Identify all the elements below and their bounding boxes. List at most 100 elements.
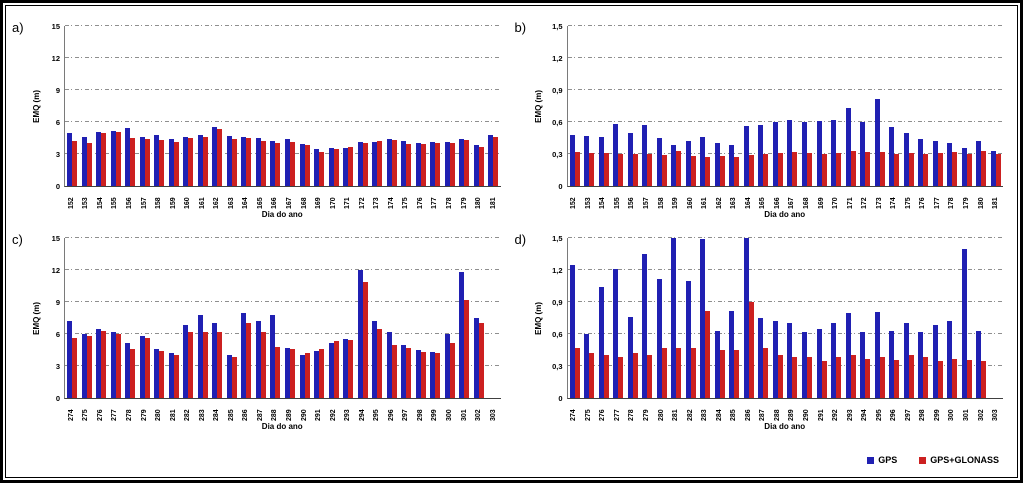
bar-gps xyxy=(183,325,189,398)
bar-group xyxy=(771,238,786,398)
bar-group xyxy=(399,238,414,398)
bar-group xyxy=(225,26,240,186)
bar-group xyxy=(152,238,167,398)
bar-gps-glonass xyxy=(377,141,383,186)
bar-gps-glonass xyxy=(763,154,769,186)
bar-gps-glonass xyxy=(618,357,624,398)
chart-a: a) EMQ (m) 0 3 6 9 12 15 152 153 154 155 156 157 15… xyxy=(8,10,511,222)
bar-gps-glonass xyxy=(72,141,78,186)
bar-gps-glonass xyxy=(807,357,812,398)
bar-gps-glonass xyxy=(748,155,754,186)
bar-group xyxy=(210,238,225,398)
bar-group xyxy=(872,238,887,398)
x-tick-label: 170 xyxy=(326,187,341,209)
bar-group xyxy=(568,238,583,398)
x-tick-label-text: 283 xyxy=(198,409,206,421)
x-tick-label: 153 xyxy=(581,187,596,209)
bar-gps-glonass xyxy=(275,346,281,398)
bar-group xyxy=(196,238,211,398)
x-tick-label-text: 293 xyxy=(344,409,352,421)
bar-gps-glonass xyxy=(734,350,740,398)
bar-group xyxy=(742,238,757,398)
x-tick-label: 297 xyxy=(399,399,414,421)
bar-gps xyxy=(444,142,450,186)
x-tick-label-text: 289 xyxy=(285,409,293,421)
bar-gps xyxy=(802,122,807,186)
panel-label-d: d) xyxy=(514,232,527,247)
x-tick-label-text: 174 xyxy=(387,197,395,209)
x-tick-label-text: 169 xyxy=(817,197,825,209)
x-tick-label: 160 xyxy=(683,187,698,209)
x-tick-label-text: 275 xyxy=(82,409,90,421)
bar-gps-glonass xyxy=(777,355,783,398)
bar-gps xyxy=(569,134,575,186)
bar-group xyxy=(800,26,815,186)
bar-group xyxy=(829,238,844,398)
bar-group xyxy=(268,238,283,398)
x-tick-label: 173 xyxy=(872,187,887,209)
gps-glonass-swatch-icon xyxy=(919,456,927,464)
bar-gps-glonass xyxy=(391,140,397,186)
legend: GPS GPS+GLONASS xyxy=(867,455,999,465)
bar-gps xyxy=(671,238,677,398)
x-tick-label-text: 162 xyxy=(715,197,723,209)
x-tick-label-text: 287 xyxy=(256,409,264,421)
bar-group xyxy=(370,26,385,186)
panel-label-a: a) xyxy=(12,20,24,35)
y-tick-label: 6 xyxy=(55,117,60,127)
bar-gps-glonass xyxy=(289,142,295,186)
bar-group xyxy=(181,26,196,186)
x-axis-ticks: 274 275 276 277 278 279 280 281 282 283 284 285 286 2… xyxy=(567,399,1004,421)
bar-group xyxy=(254,26,269,186)
bar-gps xyxy=(627,132,633,186)
x-tick-label-text: 165 xyxy=(256,197,264,209)
chart-a-body: EMQ (m) 0 3 6 9 12 15 152 153 154 155 156 157 158 15… xyxy=(30,22,501,222)
x-tick-label-text: 276 xyxy=(599,409,607,421)
bar-group xyxy=(109,26,124,186)
bar-gps xyxy=(81,334,87,398)
plot-column: 274 275 276 277 278 279 280 281 282 283 284 285 286 2… xyxy=(64,237,501,434)
x-tick-label-text: 276 xyxy=(96,409,104,421)
bar-group xyxy=(582,238,597,398)
x-tick-label: 277 xyxy=(610,399,625,421)
x-tick-label: 275 xyxy=(79,399,94,421)
bar-gps xyxy=(488,134,494,186)
bar-gps xyxy=(241,312,247,398)
x-tick-label-text: 292 xyxy=(329,409,337,421)
y-axis-title-text: EMQ (m) xyxy=(534,301,543,335)
x-axis-title: Dia do ano xyxy=(764,422,806,431)
gridline xyxy=(567,25,1003,26)
bar-gps-glonass xyxy=(966,154,972,186)
bar-gps xyxy=(226,355,232,398)
x-tick-label-text: 179 xyxy=(460,197,468,209)
x-tick-label-text: 301 xyxy=(460,409,468,421)
bar-gps xyxy=(168,353,174,398)
chart-c: c) EMQ (m) 0 3 6 9 12 15 274 275 276 277 278 279 28… xyxy=(8,222,511,434)
bar-gps-glonass xyxy=(894,359,900,398)
x-tick-label-text: 165 xyxy=(759,197,767,209)
x-tick-label-text: 279 xyxy=(643,409,650,421)
bar-gps-glonass xyxy=(101,132,107,186)
x-tick-label-text: 274 xyxy=(67,409,75,421)
bar-groups xyxy=(65,26,501,186)
x-tick-label-text: 277 xyxy=(111,409,119,421)
bar-gps xyxy=(125,342,131,398)
x-tick-label: 298 xyxy=(413,399,428,421)
bar-gps xyxy=(918,139,924,186)
y-tick-label: 0 xyxy=(55,181,60,191)
gridline xyxy=(65,333,501,334)
x-tick-label: 291 xyxy=(814,399,829,421)
x-tick-label-text: 170 xyxy=(832,197,840,209)
x-tick-label-text: 299 xyxy=(933,409,941,421)
gridline xyxy=(567,269,1003,270)
bar-gps xyxy=(584,334,590,398)
y-tick-label: 0,9 xyxy=(552,297,563,307)
gridline xyxy=(567,333,1003,334)
x-tick-label: 279 xyxy=(137,399,152,421)
bar-gps-glonass xyxy=(159,351,165,398)
gridline xyxy=(65,269,501,270)
y-tick-label: 0,3 xyxy=(552,149,563,159)
y-tick-label: 9 xyxy=(55,85,60,95)
bar-gps-glonass xyxy=(937,360,943,398)
bar-group xyxy=(399,26,414,186)
